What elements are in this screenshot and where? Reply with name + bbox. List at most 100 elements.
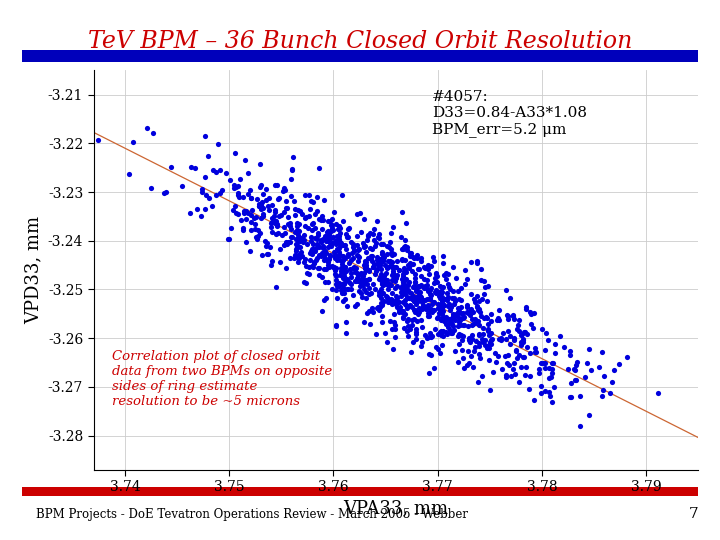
Point	[422, 260, 433, 269]
Point	[500, 286, 511, 294]
Point	[369, 235, 380, 244]
Point	[386, 325, 397, 333]
Point	[607, 377, 618, 386]
Point	[402, 332, 414, 340]
Point	[246, 226, 257, 235]
Point	[348, 242, 359, 251]
Point	[320, 232, 331, 240]
Point	[403, 294, 415, 303]
Point	[279, 240, 290, 249]
Point	[440, 319, 451, 328]
Point	[462, 308, 473, 317]
Point	[289, 205, 301, 214]
Point	[292, 243, 303, 252]
Point	[336, 280, 348, 288]
Point	[362, 231, 374, 239]
Point	[392, 282, 403, 291]
Point	[544, 374, 555, 382]
Point	[418, 284, 429, 292]
Point	[536, 381, 547, 390]
Point	[424, 328, 436, 337]
Point	[293, 254, 305, 262]
Point	[405, 348, 417, 356]
Point	[292, 258, 304, 266]
Point	[510, 325, 522, 333]
Point	[475, 275, 487, 284]
Point	[418, 275, 429, 284]
Point	[449, 299, 460, 308]
Point	[409, 278, 420, 286]
Point	[468, 294, 480, 303]
Point	[286, 165, 297, 173]
Point	[215, 166, 226, 174]
Point	[438, 300, 449, 309]
Point	[318, 195, 330, 204]
Point	[402, 278, 414, 287]
Point	[245, 194, 256, 202]
Point	[456, 330, 467, 339]
Point	[397, 269, 409, 278]
Point	[328, 263, 339, 272]
Point	[342, 249, 354, 258]
Point	[395, 292, 407, 301]
Point	[413, 283, 424, 292]
Point	[389, 325, 400, 334]
Point	[436, 303, 448, 312]
Point	[388, 250, 400, 259]
Point	[380, 269, 392, 278]
Point	[453, 340, 464, 349]
Point	[322, 257, 333, 266]
Point	[199, 173, 210, 181]
Point	[508, 315, 520, 324]
Point	[302, 269, 313, 278]
Point	[253, 200, 264, 208]
Point	[252, 232, 264, 241]
Point	[264, 243, 276, 252]
Point	[338, 280, 349, 288]
Point	[311, 193, 323, 201]
Point	[438, 314, 450, 323]
Point	[327, 225, 338, 234]
Point	[416, 338, 428, 347]
Point	[433, 304, 444, 313]
Point	[363, 275, 374, 284]
Point	[437, 306, 449, 315]
Point	[440, 315, 451, 324]
Point	[398, 323, 410, 332]
Point	[284, 222, 295, 231]
Point	[255, 214, 266, 222]
Point	[502, 327, 513, 335]
Point	[516, 362, 527, 371]
Point	[330, 286, 341, 295]
Point	[446, 314, 458, 322]
Point	[433, 329, 444, 338]
Point	[392, 271, 403, 279]
Point	[331, 244, 343, 253]
Point	[323, 263, 335, 272]
Point	[528, 323, 539, 332]
Point	[414, 292, 426, 301]
Point	[351, 232, 363, 241]
Point	[325, 241, 336, 249]
Point	[292, 231, 304, 239]
Point	[462, 303, 473, 312]
Point	[544, 388, 555, 396]
Point	[447, 322, 459, 330]
Point	[412, 281, 423, 290]
Point	[483, 330, 495, 339]
Point	[469, 314, 481, 323]
Point	[491, 315, 503, 324]
Point	[269, 207, 281, 216]
Point	[278, 208, 289, 217]
Point	[368, 225, 379, 233]
Point	[245, 194, 256, 202]
Point	[338, 288, 350, 297]
Point	[245, 246, 256, 255]
Point	[387, 276, 398, 285]
Point	[351, 240, 362, 249]
Point	[516, 329, 528, 338]
Point	[280, 186, 292, 194]
Point	[330, 264, 342, 273]
Point	[233, 193, 245, 201]
Point	[414, 304, 426, 313]
